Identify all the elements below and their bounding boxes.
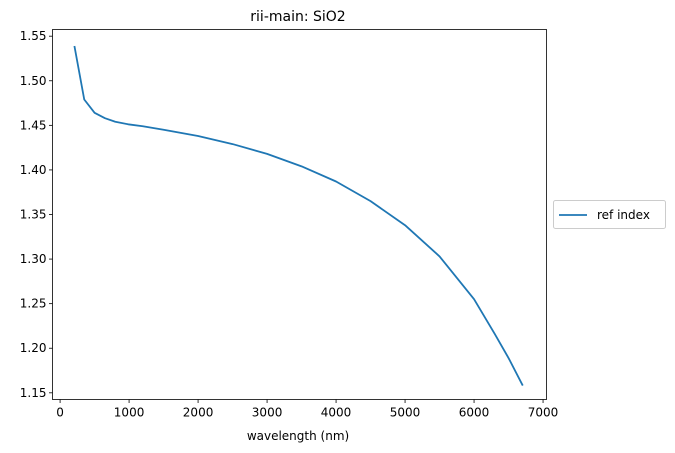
y-tick-label: 1.55 (20, 29, 47, 43)
x-tick-label: 3000 (252, 406, 283, 420)
y-tick-label: 1.35 (20, 208, 47, 222)
x-tick-label: 6000 (459, 406, 490, 420)
legend-box (553, 200, 666, 229)
x-axis-label: wavelength (nm) (247, 429, 349, 443)
plot-series (73, 45, 524, 387)
y-tick-label: 1.30 (20, 252, 47, 266)
y-tick-label: 1.20 (20, 341, 47, 355)
legend-label-ref-index: ref index (597, 208, 650, 222)
x-tick-label: 2000 (183, 406, 214, 420)
chart-title: rii-main: SiO2 (250, 9, 345, 25)
y-tick-label: 1.15 (20, 386, 47, 400)
x-tick-label: 4000 (321, 406, 352, 420)
y-tick-label: 1.25 (20, 297, 47, 311)
y-tick-label: 1.40 (20, 163, 47, 177)
x-tick-label: 5000 (390, 406, 421, 420)
legend: ref index (553, 200, 666, 229)
x-tick-label: 0 (56, 406, 64, 420)
y-tick-label: 1.50 (20, 74, 47, 88)
plot-area-frame (52, 29, 547, 400)
series-line-ref-index (73, 45, 524, 387)
axes-ticks: 0 1000 2000 3000 4000 5000 6000 7000 1.15 1.20 1.2… (20, 29, 559, 419)
x-tick-label: 7000 (528, 406, 559, 420)
y-tick-label: 1.45 (20, 118, 47, 132)
x-tick-label: 1000 (114, 406, 145, 420)
